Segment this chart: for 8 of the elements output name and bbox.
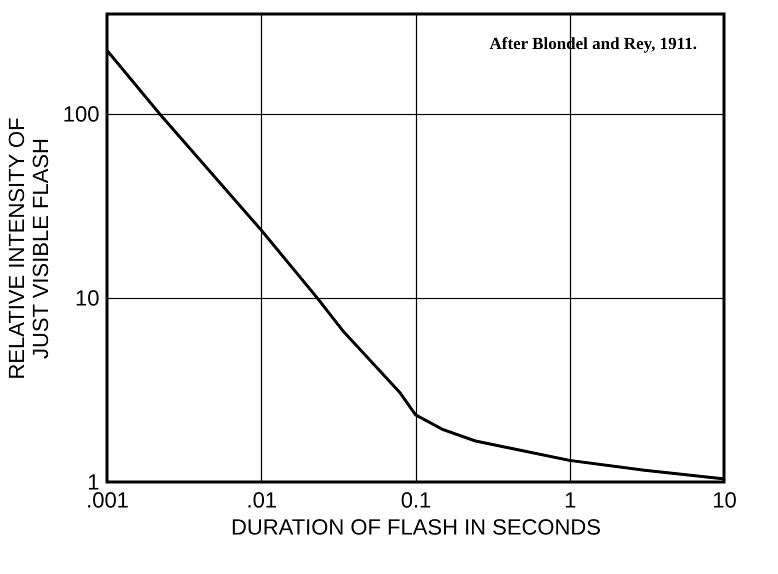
- y-tick-label: 100: [62, 102, 100, 127]
- x-tick-label: .01: [246, 488, 278, 512]
- x-tick-label: 0.1: [400, 488, 432, 512]
- x-axis-title: DURATION OF FLASH IN SECONDS: [231, 514, 601, 540]
- x-tick-label: 1: [564, 488, 576, 512]
- x-tick-label: 10: [712, 488, 737, 512]
- y-axis-title: RELATIVE INTENSITY OF JUST VISIBLE FLASH: [4, 117, 53, 380]
- y-tick-label: 10: [75, 286, 100, 311]
